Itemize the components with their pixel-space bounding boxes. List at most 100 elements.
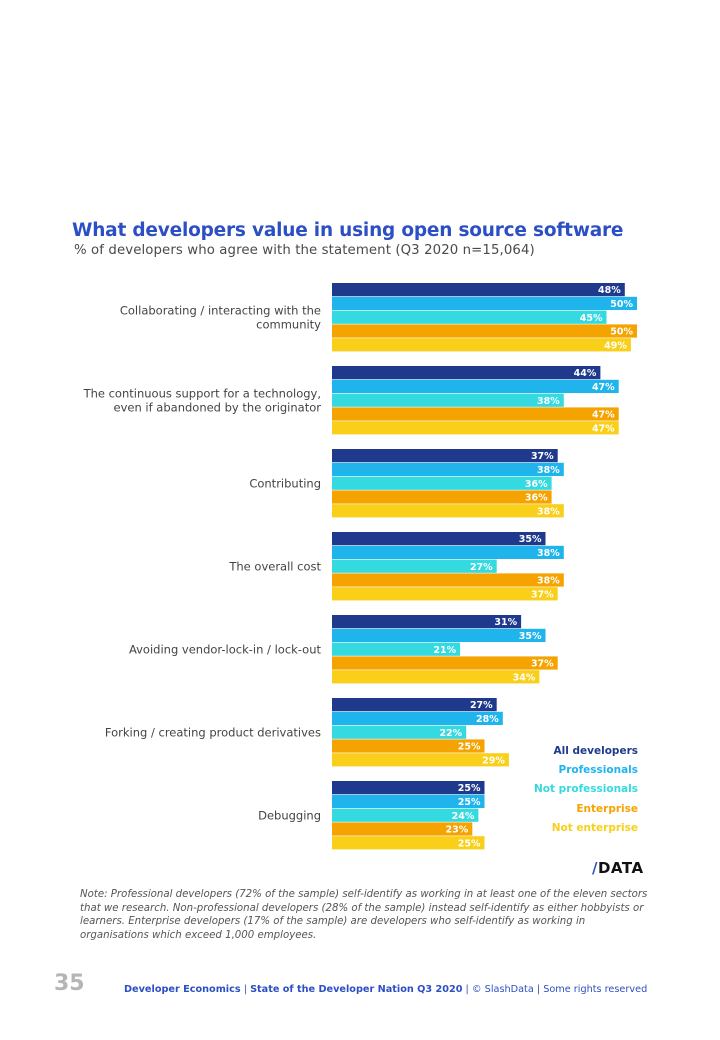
- value-label-not-enterprise: 25%: [458, 838, 481, 849]
- value-label-not-enterprise: 37%: [531, 589, 554, 600]
- value-label-enterprise: 23%: [446, 825, 469, 836]
- value-label-all-developers: 48%: [598, 285, 621, 296]
- value-label-professionals: 35%: [519, 631, 542, 642]
- value-label-all-developers: 37%: [531, 451, 554, 462]
- footer-publication: Developer Economics: [124, 984, 241, 995]
- bar-professionals: [332, 379, 619, 393]
- slashdata-logo: /DATA: [592, 859, 644, 877]
- bar-not-professionals: [332, 642, 461, 656]
- bar-group-debugging: Debugging 25% 25% 24% 23% 25%: [258, 781, 485, 850]
- value-label-not-enterprise: 34%: [513, 672, 536, 683]
- bar-professionals: [332, 545, 564, 559]
- category-label: community: [256, 318, 321, 332]
- bar-not-professionals: [332, 559, 497, 573]
- footer-rights: Some rights reserved: [543, 984, 648, 995]
- value-label-all-developers: 35%: [519, 534, 542, 545]
- bar-professionals: [332, 296, 637, 310]
- footer-copyright: © SlashData: [471, 984, 534, 995]
- bar-professionals: [332, 711, 503, 725]
- value-label-not-professionals: 21%: [433, 645, 456, 656]
- value-label-all-developers: 27%: [470, 700, 493, 711]
- bar-professionals: [332, 462, 564, 476]
- category-label: Avoiding vendor-lock-in / lock-out: [129, 643, 322, 657]
- methodology-note: Note: Professional developers (72% of th…: [80, 889, 648, 942]
- bar-professionals: [332, 628, 546, 642]
- footer: Developer Economics | State of the Devel…: [124, 984, 647, 995]
- bar-group-the-overall-cost: The overall cost 35% 38% 27% 38% 37%: [228, 532, 564, 601]
- bar-professionals: [332, 794, 485, 808]
- bar-not-enterprise: [332, 670, 540, 684]
- bar-all-developers: [332, 283, 625, 297]
- category-label: Forking / creating product derivatives: [105, 726, 321, 740]
- legend-item-not-enterprise: Not enterprise: [551, 821, 638, 834]
- value-label-all-developers: 25%: [458, 783, 481, 794]
- bar-enterprise: [332, 573, 564, 587]
- value-label-not-enterprise: 29%: [482, 755, 505, 766]
- value-label-all-developers: 44%: [574, 368, 597, 379]
- bar-all-developers: [332, 698, 497, 712]
- bar-enterprise: [332, 739, 485, 753]
- value-label-professionals: 28%: [476, 714, 499, 725]
- bar-enterprise: [332, 407, 619, 421]
- category-label: The continuous support for a technology,: [83, 387, 321, 401]
- bar-not-enterprise: [332, 504, 564, 518]
- legend-item-all-developers: All developers: [553, 745, 638, 757]
- bar-not-professionals: [332, 725, 467, 739]
- category-label: Debugging: [258, 809, 321, 823]
- logo-text: DATA: [597, 859, 644, 877]
- chart-legend: All developers Professionals Not profess…: [534, 742, 638, 838]
- bar-group-forking-creating-product-derivatives: Forking / creating product derivatives 27…: [105, 698, 509, 767]
- value-label-all-developers: 31%: [494, 617, 517, 628]
- bar-group-avoiding-vendor-lock-in-lock-out: Avoiding vendor-lock-in / lock-out 31%35%…: [129, 615, 558, 684]
- value-label-enterprise: 38%: [537, 576, 560, 587]
- logo-slash: /: [592, 859, 598, 877]
- bar-enterprise: [332, 490, 552, 504]
- bar-not-enterprise: [332, 338, 631, 352]
- bar-all-developers: [332, 366, 601, 380]
- value-label-not-enterprise: 38%: [537, 506, 560, 517]
- bar-not-enterprise: [332, 753, 509, 767]
- value-label-not-enterprise: 47%: [592, 423, 615, 434]
- bar-not-enterprise: [332, 587, 558, 601]
- value-label-not-professionals: 24%: [452, 811, 475, 822]
- bar-not-enterprise: [332, 421, 619, 435]
- bar-all-developers: [332, 449, 558, 463]
- bar-all-developers: [332, 615, 522, 629]
- page-number: 35: [54, 971, 85, 996]
- footer-separator: |: [240, 984, 251, 995]
- value-label-professionals: 25%: [458, 797, 481, 808]
- value-label-professionals: 50%: [610, 299, 633, 310]
- value-label-not-enterprise: 49%: [604, 340, 627, 351]
- bar-chart: Collaborating / interacting with thecomm…: [83, 283, 637, 850]
- bar-not-enterprise: [332, 836, 485, 850]
- bar-enterprise: [332, 656, 558, 670]
- chart-subtitle: % of developers who agree with the state…: [74, 243, 535, 258]
- value-label-enterprise: 37%: [531, 659, 554, 670]
- value-label-not-professionals: 22%: [439, 728, 462, 739]
- chart-title: What developers value in using open sour…: [72, 220, 624, 241]
- bar-not-professionals: [332, 808, 479, 822]
- legend-item-not-professionals: Not professionals: [534, 783, 638, 796]
- value-label-enterprise: 47%: [592, 410, 615, 421]
- bar-all-developers: [332, 781, 485, 795]
- value-label-not-professionals: 36%: [525, 479, 548, 490]
- bar-group-the-continuous-support-for-a-technology-even-if-abandoned-by-the-originator: The continuous support for a technology,…: [83, 366, 619, 435]
- footer-separator: |: [533, 984, 544, 995]
- value-label-professionals: 47%: [592, 382, 615, 393]
- bar-group-collaborating-interacting-with-the-community: Collaborating / interacting with thecomm…: [120, 283, 637, 352]
- value-label-enterprise: 36%: [525, 493, 548, 504]
- bar-not-professionals: [332, 310, 607, 324]
- value-label-not-professionals: 45%: [580, 313, 603, 324]
- footer-separator: |: [462, 984, 472, 995]
- bar-enterprise: [332, 324, 637, 338]
- legend-item-professionals: Professionals: [558, 764, 639, 777]
- category-label: Collaborating / interacting with the: [120, 304, 321, 318]
- bar-not-professionals: [332, 393, 564, 407]
- value-label-not-professionals: 27%: [470, 562, 493, 573]
- footer-report-title: State of the Developer Nation Q3 2020: [250, 984, 463, 995]
- bar-enterprise: [332, 822, 473, 836]
- bar-not-professionals: [332, 476, 552, 490]
- category-label: The overall cost: [228, 560, 321, 574]
- value-label-enterprise: 50%: [610, 327, 633, 338]
- bar-all-developers: [332, 532, 546, 546]
